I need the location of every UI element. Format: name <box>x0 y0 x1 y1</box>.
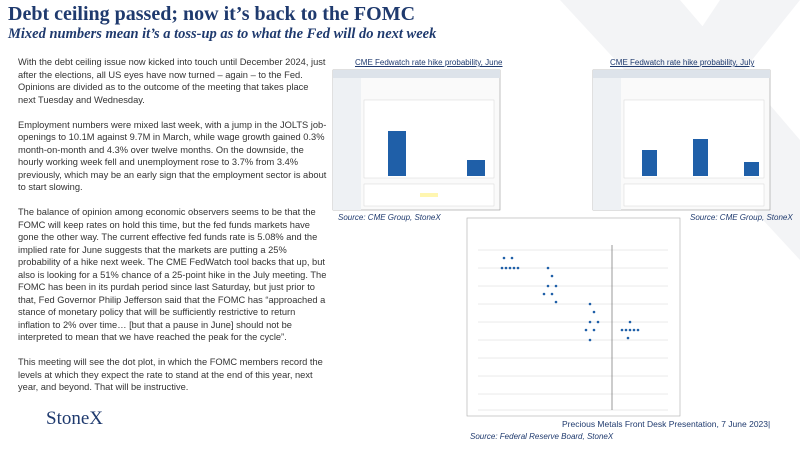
paragraph: With the debt ceiling issue now kicked i… <box>18 57 326 105</box>
footer-text: Precious Metals Front Desk Presentation,… <box>562 419 771 429</box>
paragraph: Employment numbers were mixed last week,… <box>18 119 327 193</box>
paragraph: The balance of opinion among economic ob… <box>18 207 327 342</box>
screenshot-dot-plot <box>466 217 681 417</box>
figure-source: Source: CME Group, StoneX <box>690 213 793 222</box>
slide-title: Debt ceiling passed; now it’s back to th… <box>8 3 416 25</box>
slide-subtitle: Mixed numbers mean it’s a toss-up as to … <box>8 26 437 42</box>
figure-source: Source: Federal Reserve Board, StoneX <box>470 432 614 441</box>
figure-caption: CME Fedwatch rate hike probability, July <box>610 58 755 67</box>
body-text: With the debt ceiling issue now kicked i… <box>18 56 328 406</box>
figure-source: Source: CME Group, StoneX <box>338 213 441 222</box>
screenshot-june <box>332 69 501 211</box>
paragraph: This meeting will see the dot plot, in w… <box>18 357 323 392</box>
logo: StoneX <box>46 408 103 429</box>
screenshot-july <box>592 69 771 211</box>
figure-caption: CME Fedwatch rate hike probability, June <box>355 58 503 67</box>
